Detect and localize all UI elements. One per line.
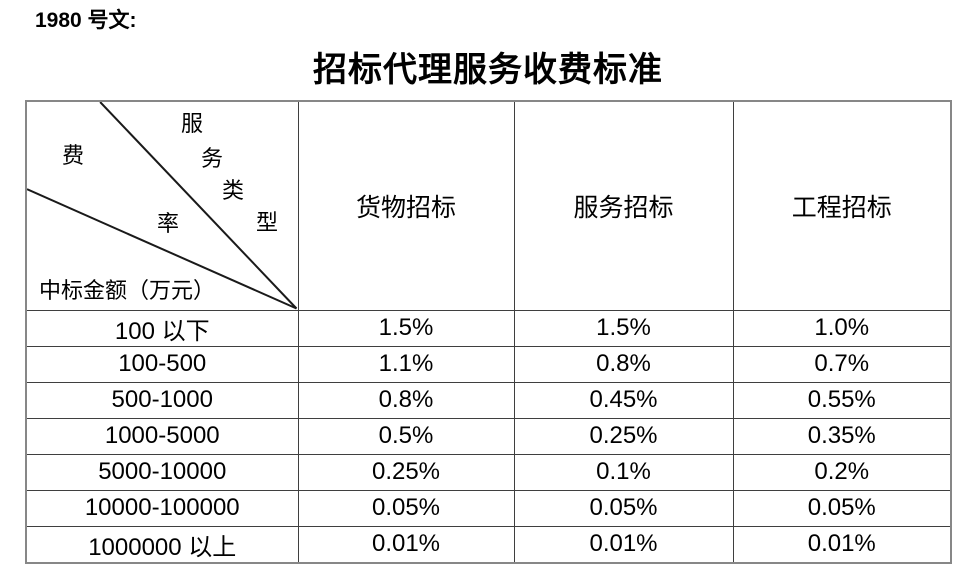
row-label-amount: 1000000 以上 <box>25 525 299 563</box>
table-row: 500-1000 0.8% 0.45% 0.55% <box>25 381 952 419</box>
cell-goods-rate: 0.25% <box>297 453 515 491</box>
column-header-services: 服务招标 <box>513 100 734 311</box>
corner-service-type-char: 务 <box>201 146 224 171</box>
page-title: 招标代理服务收费标准 <box>313 52 663 89</box>
row-label-amount: 100 以下 <box>25 309 299 347</box>
cell-engineering-rate: 0.55% <box>732 381 952 419</box>
corner-cell: 服 务 类 型 费 率 中标金额（万元） <box>25 100 299 311</box>
cell-services-rate: 0.01% <box>513 525 734 563</box>
cell-services-rate: 1.5% <box>513 309 734 347</box>
row-label-amount: 500-1000 <box>25 381 299 419</box>
row-label-amount: 10000-100000 <box>25 489 299 527</box>
cell-engineering-rate: 0.2% <box>732 453 952 491</box>
doc-ref-label: 1980 号文: <box>35 9 137 32</box>
column-header-goods: 货物招标 <box>297 100 515 311</box>
cell-goods-rate: 0.05% <box>297 489 515 527</box>
row-label-amount: 1000-5000 <box>25 417 299 455</box>
table-row: 100-500 1.1% 0.8% 0.7% <box>25 345 952 383</box>
cell-engineering-rate: 0.05% <box>732 489 952 527</box>
cell-services-rate: 0.25% <box>513 417 734 455</box>
table-row: 100 以下 1.5% 1.5% 1.0% <box>25 309 952 347</box>
cell-goods-rate: 1.1% <box>297 345 515 383</box>
cell-services-rate: 0.8% <box>513 345 734 383</box>
row-label-amount: 100-500 <box>25 345 299 383</box>
corner-service-type-char: 型 <box>256 210 279 235</box>
fee-table: 服 务 类 型 费 率 中标金额（万元） 货物招标 服务招标 工程招标 100 … <box>25 100 952 564</box>
cell-engineering-rate: 0.01% <box>732 525 952 563</box>
corner-fee-rate-char: 费 <box>62 143 85 168</box>
cell-goods-rate: 1.5% <box>297 309 515 347</box>
table-row: 1000-5000 0.5% 0.25% 0.35% <box>25 417 952 455</box>
row-label-amount: 5000-10000 <box>25 453 299 491</box>
corner-service-type-char: 服 <box>181 111 204 136</box>
cell-services-rate: 0.05% <box>513 489 734 527</box>
table-row: 10000-100000 0.05% 0.05% 0.05% <box>25 489 952 527</box>
cell-goods-rate: 0.5% <box>297 417 515 455</box>
cell-engineering-rate: 0.35% <box>732 417 952 455</box>
cell-goods-rate: 0.8% <box>297 381 515 419</box>
cell-goods-rate: 0.01% <box>297 525 515 563</box>
corner-fee-rate-char: 率 <box>157 211 180 236</box>
diagonal-divider-icon <box>27 102 297 309</box>
table-header-row: 服 务 类 型 费 率 中标金额（万元） 货物招标 服务招标 工程招标 <box>25 100 952 311</box>
corner-amount-label: 中标金额（万元） <box>39 278 216 303</box>
cell-services-rate: 0.45% <box>513 381 734 419</box>
cell-engineering-rate: 0.7% <box>732 345 952 383</box>
table-row: 5000-10000 0.25% 0.1% 0.2% <box>25 453 952 491</box>
column-header-engineering: 工程招标 <box>732 100 952 311</box>
cell-engineering-rate: 1.0% <box>732 309 952 347</box>
table-row: 1000000 以上 0.01% 0.01% 0.01% <box>25 525 952 563</box>
corner-service-type-char: 类 <box>222 178 245 203</box>
cell-services-rate: 0.1% <box>513 453 734 491</box>
